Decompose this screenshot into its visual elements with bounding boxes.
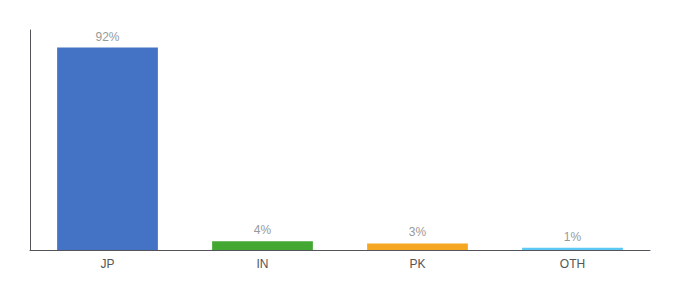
svg-text:92%: 92% [95, 30, 119, 44]
svg-text:IN: IN [257, 257, 269, 271]
svg-text:3%: 3% [409, 225, 427, 239]
svg-text:PK: PK [409, 257, 425, 271]
svg-text:JP: JP [100, 257, 114, 271]
svg-text:1%: 1% [564, 230, 582, 244]
svg-text:4%: 4% [254, 223, 272, 237]
svg-text:OTH: OTH [560, 257, 585, 271]
